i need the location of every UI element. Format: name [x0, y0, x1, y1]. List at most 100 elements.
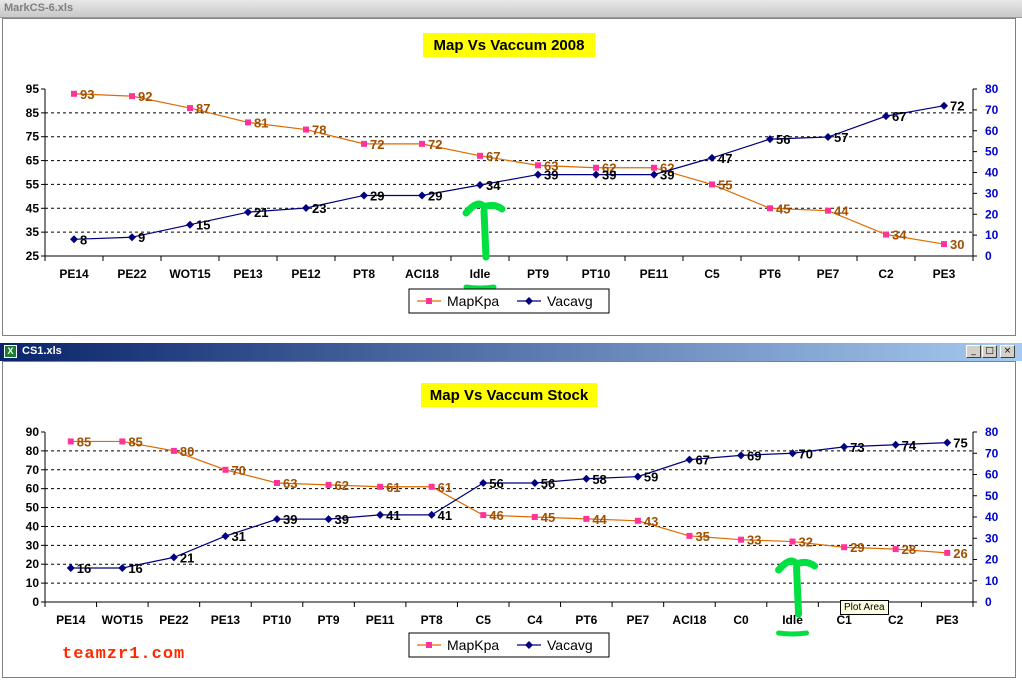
- data-label-vacavg: 58: [592, 472, 606, 487]
- arrow-shaft: [793, 564, 803, 618]
- data-point-mapkpa: [634, 517, 641, 524]
- data-label-mapkpa: 55: [718, 177, 732, 192]
- data-point-mapkpa: [480, 512, 487, 519]
- titlebar-cs1[interactable]: X CS1.xls _ □ ×: [0, 343, 1022, 361]
- x-tick-label: PT6: [575, 613, 597, 627]
- data-point-vacavg: [891, 440, 900, 449]
- data-point-mapkpa: [583, 515, 590, 522]
- data-point-mapkpa: [419, 140, 425, 147]
- excel-icon: X: [4, 345, 17, 358]
- data-point-vacavg: [418, 191, 426, 200]
- data-point-mapkpa: [428, 483, 435, 490]
- chart-pane-top[interactable]: Map Vs Vaccum 2008 25 35 45 55 65 75 85 95 0 10 20 3…: [2, 18, 1016, 336]
- chart-bottom[interactable]: Map Vs Vaccum Stock 0 10 20 30 40 50 60 70 80 90 0 1…: [3, 362, 1015, 677]
- data-label-mapkpa: 34: [892, 228, 907, 243]
- data-point-mapkpa: [361, 140, 367, 147]
- data-label-vacavg: 21: [254, 205, 268, 220]
- chart-top[interactable]: Map Vs Vaccum 20082535455565758595010203…: [3, 19, 1015, 335]
- data-point-vacavg: [302, 203, 310, 212]
- restore-button[interactable]: □: [982, 345, 997, 358]
- data-point-mapkpa: [892, 546, 899, 553]
- data-point-mapkpa: [535, 162, 541, 169]
- y-left-tick-label: 75: [26, 130, 40, 144]
- data-point-vacavg: [128, 233, 136, 242]
- x-tick-label: PE22: [117, 267, 147, 281]
- data-point-vacavg: [376, 510, 385, 519]
- data-label-mapkpa: 78: [312, 123, 326, 138]
- x-tick-label: PE13: [233, 267, 263, 281]
- chart-title: Map Vs Vaccum 2008: [434, 37, 585, 54]
- data-point-mapkpa: [789, 538, 796, 545]
- data-point-vacavg: [169, 553, 178, 562]
- y-left-tick-label: 65: [26, 154, 40, 168]
- data-point-vacavg: [582, 474, 591, 483]
- data-label-vacavg: 56: [541, 476, 555, 491]
- x-tick-label: PE3: [936, 613, 959, 627]
- x-tick-label: PT8: [353, 267, 375, 281]
- data-point-mapkpa: [686, 532, 693, 539]
- close-button[interactable]: ×: [1000, 345, 1015, 358]
- y-right-tick-label: 30: [985, 531, 999, 545]
- series-line-vacavg: [73, 105, 945, 240]
- y-left-tick-label: 55: [26, 177, 40, 191]
- data-label-vacavg: 41: [386, 508, 400, 523]
- data-point-vacavg: [633, 472, 642, 481]
- data-point-vacavg: [476, 181, 484, 190]
- data-label-mapkpa: 93: [80, 87, 94, 102]
- annotation-underline: [776, 630, 810, 637]
- y-right-tick-label: 80: [985, 82, 999, 96]
- titlebar-markcs6[interactable]: MarkCS-6.xls: [0, 0, 1022, 18]
- y-left-tick-label: 30: [26, 538, 40, 552]
- legend-label: MapKpa: [447, 293, 499, 309]
- data-point-mapkpa: [767, 205, 773, 212]
- data-point-mapkpa: [941, 241, 947, 248]
- data-point-vacavg: [70, 235, 78, 244]
- y-left-tick-label: 40: [26, 519, 40, 533]
- data-label-mapkpa: 67: [486, 149, 500, 164]
- x-tick-label: C1: [836, 613, 852, 627]
- data-point-mapkpa: [245, 119, 251, 126]
- legend-marker-vacavg: [525, 641, 533, 649]
- data-point-mapkpa: [274, 480, 280, 486]
- legend-box: [408, 632, 610, 658]
- data-point-mapkpa: [531, 514, 538, 520]
- data-label-mapkpa: 62: [335, 478, 349, 493]
- minimize-button[interactable]: _: [966, 345, 981, 358]
- data-point-mapkpa: [651, 164, 657, 171]
- data-label-mapkpa: 80: [180, 444, 194, 459]
- y-right-tick-label: 60: [985, 468, 999, 482]
- y-left-tick-label: 70: [26, 463, 40, 477]
- y-left-tick-label: 0: [32, 595, 39, 609]
- y-right-tick-label: 50: [985, 145, 999, 159]
- x-tick-label: WOT15: [102, 613, 144, 627]
- window-markcs6: MarkCS-6.xls Map Vs Vaccum 2008 25 35 45 55 6…: [0, 0, 1022, 340]
- y-left-tick-label: 60: [26, 482, 40, 496]
- data-label-vacavg: 9: [138, 230, 145, 245]
- data-point-mapkpa: [67, 438, 74, 445]
- data-label-mapkpa: 28: [902, 542, 916, 557]
- data-label-vacavg: 67: [892, 109, 906, 124]
- arrow-head: [462, 200, 506, 217]
- data-point-mapkpa: [325, 481, 332, 488]
- window-title: CS1.xls: [22, 345, 62, 357]
- data-point-mapkpa: [738, 536, 744, 543]
- data-label-vacavg: 15: [196, 218, 210, 233]
- data-point-mapkpa: [944, 549, 951, 556]
- data-label-vacavg: 39: [602, 168, 616, 183]
- x-tick-label: PT10: [582, 267, 611, 281]
- data-label-vacavg: 39: [660, 168, 674, 183]
- data-label-vacavg: 39: [283, 512, 297, 527]
- y-right-tick-label: 10: [985, 574, 999, 588]
- chart-pane-bottom[interactable]: Map Vs Vaccum Stock 0 10 20 30 40 50 60 70 80 90 0 1…: [2, 361, 1016, 678]
- data-point-vacavg: [940, 101, 948, 110]
- data-label-vacavg: 16: [77, 561, 91, 576]
- data-point-vacavg: [737, 451, 745, 460]
- data-label-mapkpa: 61: [438, 480, 452, 495]
- y-right-tick-label: 50: [985, 489, 999, 503]
- data-label-mapkpa: 44: [834, 204, 849, 219]
- plot-area-tooltip: Plot Area: [840, 600, 889, 615]
- y-right-tick-label: 0: [985, 249, 992, 263]
- data-label-vacavg: 56: [489, 476, 503, 491]
- x-tick-label: PT6: [759, 267, 781, 281]
- data-label-vacavg: 41: [438, 508, 452, 523]
